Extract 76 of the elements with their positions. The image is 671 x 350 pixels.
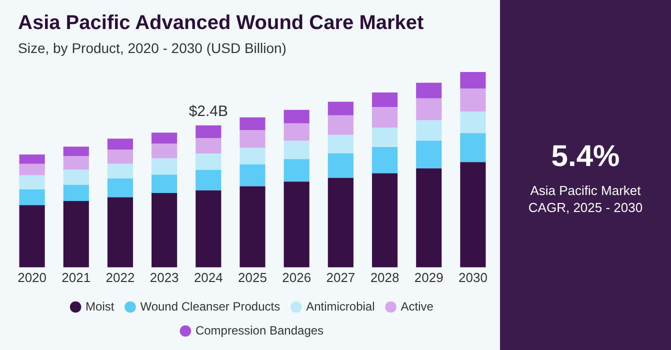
bar (416, 168, 442, 268)
bar (328, 134, 354, 154)
bar (372, 173, 398, 268)
legend-label: Compression Bandages (195, 323, 324, 338)
bar (152, 132, 178, 144)
bar (240, 186, 266, 268)
bar (416, 98, 442, 120)
bar (284, 159, 310, 182)
x-tick-label: 2028 (370, 270, 400, 285)
bar (196, 125, 222, 138)
bar (196, 170, 222, 190)
bar (240, 148, 266, 164)
legend-label: Wound Cleanser Products (140, 299, 280, 314)
bar (240, 130, 266, 148)
bar (107, 138, 134, 150)
x-tick-label: 2023 (150, 270, 179, 285)
x-tick-label: 2030 (458, 270, 488, 285)
x-tick-label: 2024 (194, 270, 223, 285)
bar (328, 115, 354, 135)
bar (460, 72, 486, 89)
bar (19, 164, 45, 176)
text: 5.4% (550, 140, 621, 174)
bar (372, 128, 398, 148)
bar (416, 82, 442, 98)
bar (284, 110, 310, 124)
x-tick-label: 2029 (414, 270, 444, 285)
bar (284, 182, 310, 268)
chart-title: Asia Pacific Advanced Wound Care Market (18, 12, 424, 35)
bar (284, 123, 310, 141)
bar (196, 154, 222, 170)
bar (19, 189, 45, 206)
annotation: $2.4B (188, 102, 228, 120)
bar (107, 178, 134, 198)
bar (460, 133, 486, 162)
bar (240, 117, 266, 130)
text: Asia Pacific Market CAGR, 2025 - 2030 (527, 182, 644, 216)
bar (460, 112, 486, 134)
bar (372, 92, 398, 108)
legend-label: Antimicrobial (306, 299, 375, 314)
bar (152, 192, 178, 268)
bar (152, 144, 178, 158)
x-tick-label: 2026 (282, 270, 312, 285)
bar (63, 170, 89, 185)
legend-label: Moist (86, 299, 115, 314)
bar (328, 178, 354, 268)
bar (63, 146, 89, 156)
x-tick-label: 2022 (106, 270, 135, 285)
x-tick-label: 2025 (238, 270, 267, 285)
bar (19, 154, 45, 164)
bar (460, 162, 486, 268)
legend-label: Active (400, 299, 434, 314)
bar (196, 190, 222, 268)
bar (152, 158, 178, 175)
bar (328, 153, 354, 178)
bar (372, 147, 398, 174)
bar (372, 107, 398, 128)
bar (19, 175, 45, 190)
x-tick-label: 2020 (18, 270, 47, 285)
bar (284, 140, 310, 160)
bar (152, 174, 178, 193)
bar (107, 164, 134, 178)
bar (196, 138, 222, 154)
bar (63, 156, 89, 170)
bar (328, 102, 354, 116)
x-tick-label: 2027 (326, 270, 356, 285)
bar (460, 88, 486, 112)
bar (19, 205, 45, 268)
x-tick-label: 2021 (62, 270, 91, 285)
bar (416, 120, 442, 141)
bar (107, 150, 134, 164)
chart-subtitle: Size, by Product, 2020 - 2030 (USD Billion) (18, 40, 286, 56)
bar (63, 200, 89, 268)
bar (63, 184, 89, 201)
bar (416, 140, 442, 168)
bar (240, 164, 266, 186)
bar (107, 197, 134, 268)
